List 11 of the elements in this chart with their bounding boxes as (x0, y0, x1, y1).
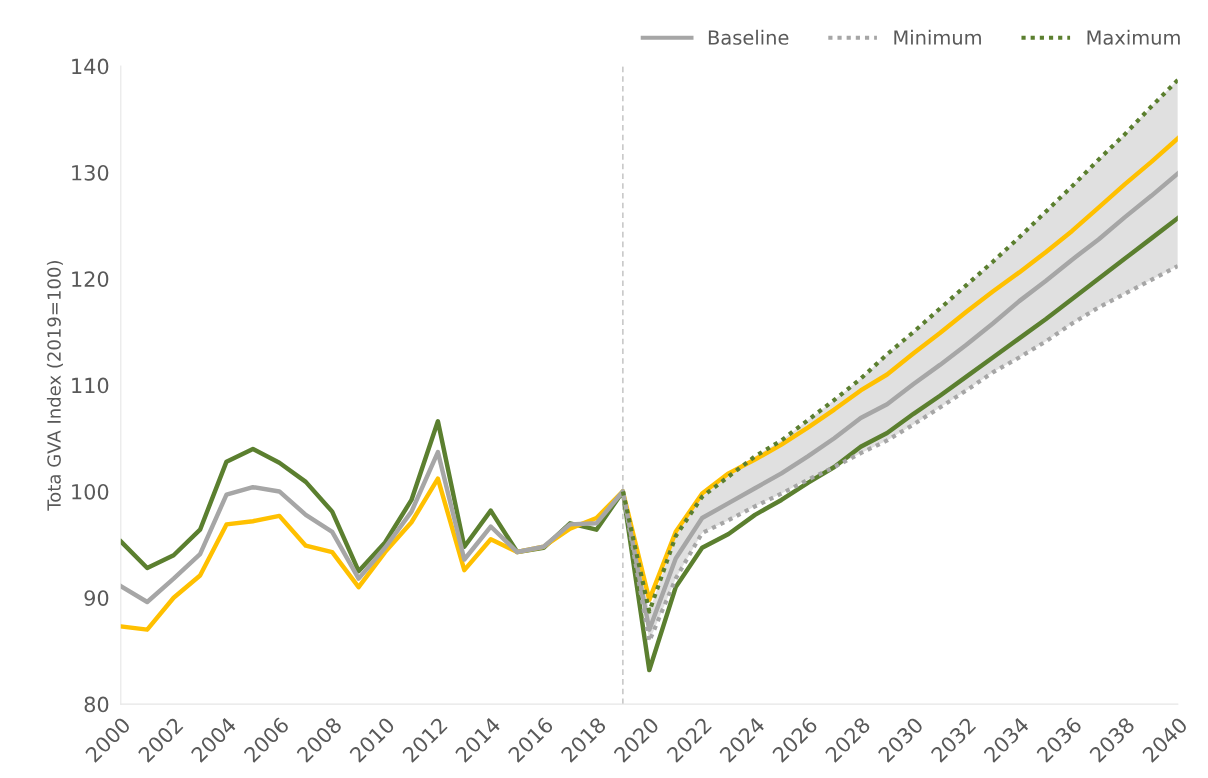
y-tick-label: 130 (72, 164, 109, 181)
legend-label: Maximum (1087, 29, 1180, 45)
y-axis-title: Tota GVA Index (2019=100) (46, 261, 63, 511)
y-tick-label: 140 (72, 58, 109, 75)
legend-label: Minimum (894, 29, 981, 45)
legend-label: Baseline (708, 29, 789, 45)
y-tick-label: 90 (84, 590, 109, 606)
y-tick-label: 110 (72, 377, 109, 394)
y-tick-label: 80 (84, 696, 109, 713)
y-tick-label: 120 (72, 271, 109, 287)
y-tick-label: 100 (72, 483, 109, 500)
